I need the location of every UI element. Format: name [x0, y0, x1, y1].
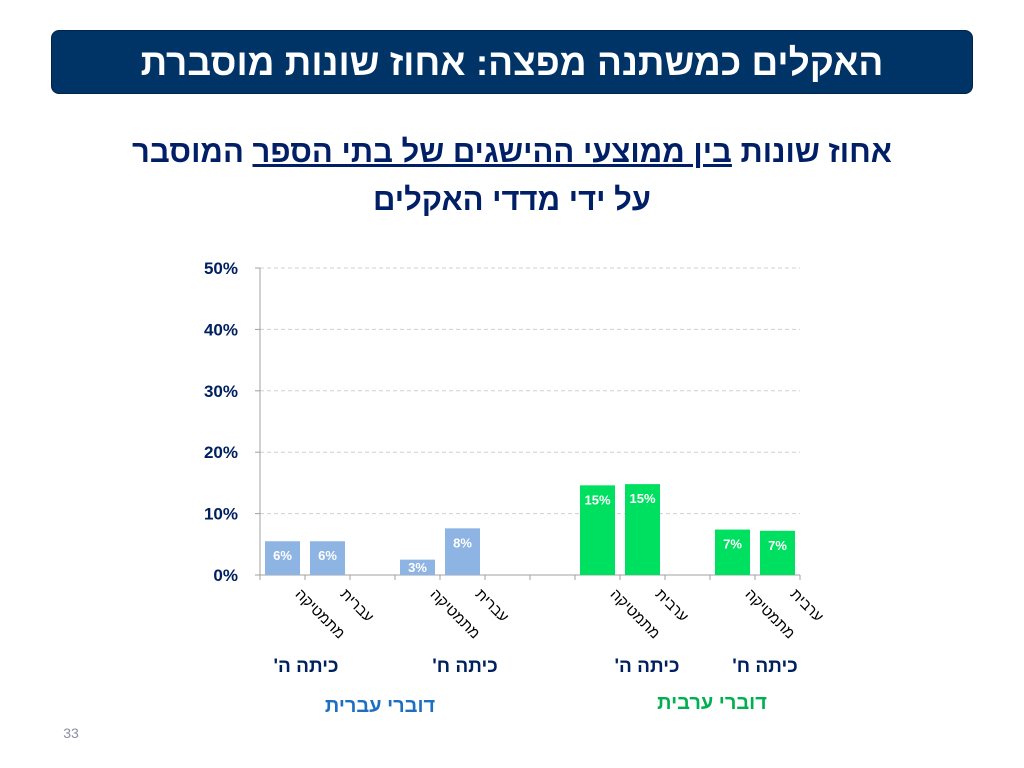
bar-value-label: 15%: [584, 492, 610, 507]
bar: [760, 530, 795, 575]
subtitle-part-2: בין ממוצעי ההישגים של בתי הספר: [252, 134, 732, 169]
grade-label: כיתה ה': [615, 656, 680, 677]
bar-value-label: 6%: [273, 548, 292, 563]
bar: [445, 528, 480, 575]
bar-value-label: 7%: [723, 537, 742, 552]
subtitle-part-3: המוסבר: [132, 134, 253, 169]
bar: [715, 529, 750, 575]
y-tick-label: 20%: [204, 443, 238, 462]
x-category-label: עברית: [472, 586, 512, 626]
group-label-hebrew: דוברי עברית: [325, 695, 436, 717]
bar-value-label: 15%: [629, 491, 655, 506]
x-category-label: עברית: [337, 586, 377, 626]
x-category-label: ערבית: [652, 586, 692, 626]
subtitle-line-2: על ידי מדדי האקלים: [373, 182, 651, 217]
chart-subtitle: אחוז שונות בין ממוצעי ההישגים של בתי הספ…: [40, 128, 984, 224]
y-tick-label: 50%: [204, 259, 238, 278]
bar: [580, 485, 615, 575]
bar-value-label: 6%: [318, 548, 337, 563]
grade-label: כיתה ח': [432, 656, 497, 677]
bar: [400, 559, 435, 575]
grade-label: כיתה ח': [732, 656, 797, 677]
x-category-label: ערבית: [787, 586, 827, 626]
y-tick-label: 10%: [204, 505, 238, 524]
bar: [265, 541, 300, 575]
subtitle-part-1: אחוז שונות: [731, 134, 892, 169]
bar-value-label: 3%: [408, 560, 427, 575]
y-tick-label: 0%: [213, 566, 238, 585]
grade-label: כיתה ה': [274, 656, 339, 677]
bar: [310, 541, 345, 575]
slide-title: האקלים כמשתנה מפצה: אחוז שונות מוסברת: [51, 30, 973, 94]
group-label-arabic: דוברי ערבית: [657, 692, 767, 714]
bar-value-label: 7%: [768, 538, 787, 553]
y-tick-label: 40%: [204, 320, 238, 339]
bar: [625, 484, 660, 575]
y-tick-label: 30%: [204, 382, 238, 401]
bar-value-label: 8%: [453, 535, 472, 550]
slide-number: 33: [63, 725, 79, 741]
